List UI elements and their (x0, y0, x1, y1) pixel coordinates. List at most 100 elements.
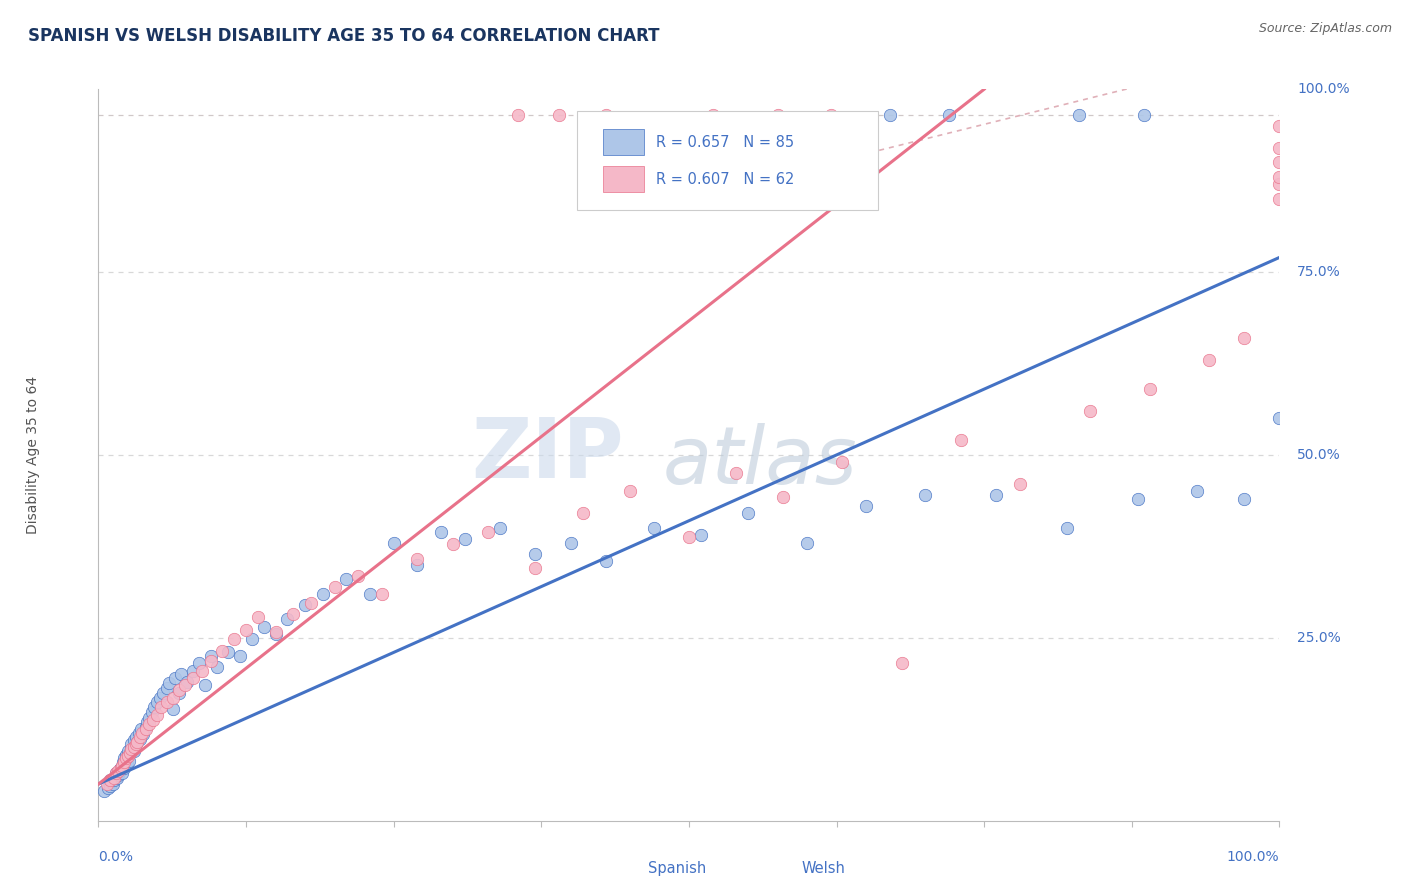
Point (441, 537, 464, 551)
Point (110, 761, 132, 775)
Point (176, 674, 198, 689)
Point (524, 561, 547, 575)
Point (173, 678, 195, 692)
Point (127, 734, 149, 748)
Point (406, 558, 429, 572)
Point (1185, 484, 1208, 499)
Point (560, 535, 582, 549)
Point (737, 507, 759, 521)
Text: Spanish: Spanish (648, 861, 706, 876)
Text: 25.0%: 25.0% (1298, 631, 1341, 645)
Point (294, 598, 316, 612)
Point (105, 771, 128, 785)
Point (125, 737, 148, 751)
Point (97, 780, 120, 795)
Point (1132, 108, 1154, 122)
Point (211, 644, 233, 658)
Point (240, 632, 263, 647)
Point (111, 758, 134, 772)
Point (1056, 521, 1078, 535)
Point (162, 690, 184, 705)
Point (938, 108, 960, 122)
Point (121, 737, 143, 751)
Point (146, 695, 169, 709)
Point (595, 108, 617, 122)
Point (112, 761, 135, 775)
Point (1080, 404, 1102, 418)
Point (120, 747, 142, 761)
Point (118, 754, 141, 768)
Point (114, 751, 136, 765)
Point (122, 740, 145, 755)
Point (200, 649, 222, 664)
Point (98, 773, 121, 788)
Text: R = 0.607   N = 62: R = 0.607 N = 62 (655, 171, 794, 186)
Point (167, 686, 190, 700)
Text: atlas: atlas (662, 423, 858, 501)
Point (108, 764, 131, 778)
Point (108, 763, 131, 777)
Point (142, 700, 165, 714)
FancyBboxPatch shape (595, 857, 640, 880)
Text: Welsh: Welsh (801, 861, 845, 876)
Point (217, 645, 239, 659)
FancyBboxPatch shape (603, 128, 644, 155)
Point (312, 587, 335, 601)
Point (1268, 155, 1291, 169)
Point (1198, 352, 1220, 367)
Point (122, 744, 145, 758)
Point (112, 755, 135, 769)
Point (359, 587, 381, 601)
Point (167, 683, 190, 698)
Text: 100.0%: 100.0% (1227, 850, 1279, 863)
Point (205, 660, 228, 674)
Point (107, 764, 129, 778)
Point (406, 551, 429, 566)
Point (725, 466, 748, 480)
Point (264, 624, 287, 639)
Point (125, 730, 148, 744)
Point (141, 706, 163, 720)
Point (1139, 382, 1161, 396)
Point (264, 627, 287, 641)
Point (524, 547, 547, 561)
Point (170, 667, 193, 681)
Text: Disability Age 35 to 64: Disability Age 35 to 64 (27, 376, 41, 534)
Point (229, 649, 252, 664)
Point (103, 773, 125, 788)
Point (135, 720, 157, 734)
Point (142, 713, 165, 727)
Point (949, 434, 972, 448)
Point (831, 455, 853, 469)
Point (643, 521, 665, 535)
Point (117, 749, 139, 764)
Point (1268, 178, 1291, 192)
Point (138, 711, 160, 725)
Point (146, 707, 169, 722)
Point (128, 730, 150, 744)
Point (101, 777, 124, 791)
Point (105, 766, 128, 780)
Point (128, 731, 150, 746)
Point (149, 690, 172, 705)
Point (129, 723, 152, 737)
Point (283, 607, 305, 622)
Point (335, 572, 357, 586)
Point (127, 734, 149, 748)
Point (766, 108, 789, 122)
Point (124, 740, 146, 755)
Point (506, 108, 529, 122)
Point (702, 108, 724, 122)
Point (571, 507, 593, 521)
FancyBboxPatch shape (576, 112, 877, 210)
Point (98, 779, 121, 793)
Point (323, 580, 346, 594)
Point (187, 657, 209, 671)
Point (246, 610, 269, 624)
Point (152, 686, 174, 700)
Point (115, 756, 138, 771)
Point (276, 613, 298, 627)
Point (489, 521, 512, 535)
Point (1233, 491, 1256, 506)
Text: SPANISH VS WELSH DISABILITY AGE 35 TO 64 CORRELATION CHART: SPANISH VS WELSH DISABILITY AGE 35 TO 64… (28, 27, 659, 45)
